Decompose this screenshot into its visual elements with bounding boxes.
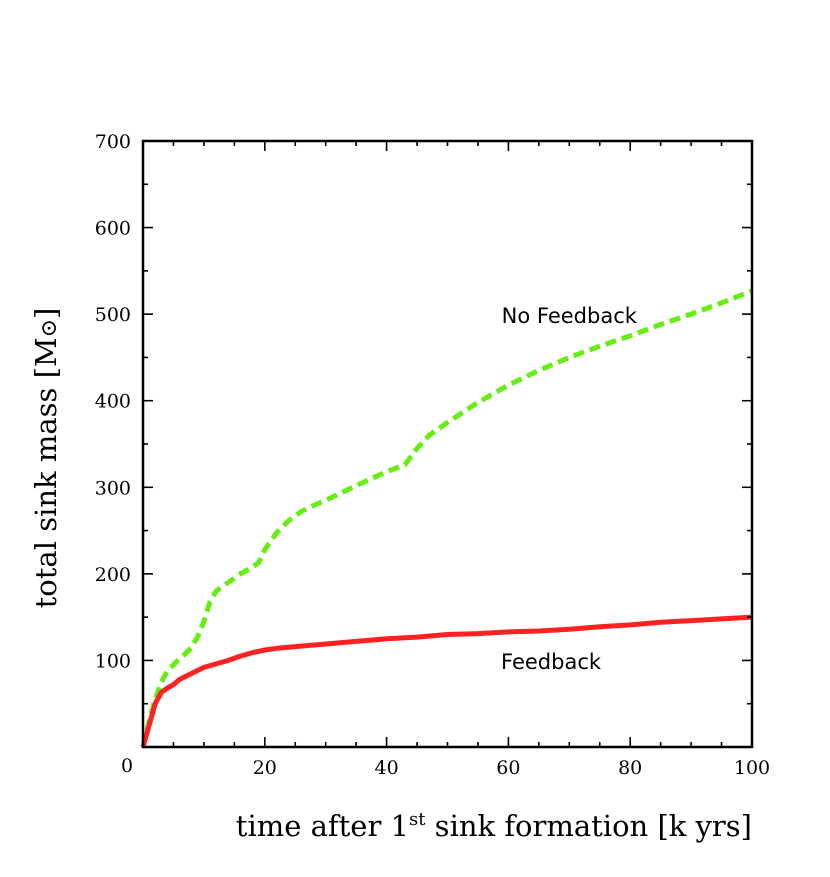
annotation-feedback: Feedback	[501, 650, 602, 674]
solar-mass-symbol: ⊙	[37, 319, 62, 337]
x-tick-label: 40	[375, 757, 399, 779]
x-tick-label: 60	[496, 757, 520, 779]
x-axis-title-superscript: st	[409, 809, 426, 830]
annotation-no-feedback: No Feedback	[502, 304, 638, 328]
y-tick-label: 400	[95, 391, 131, 413]
x-axis-title: time after 1st sink formation [k yrs]	[236, 809, 752, 843]
x-tick-label: 80	[618, 757, 642, 779]
axis-ticks	[143, 141, 752, 747]
series-layer	[140, 288, 753, 748]
y-tick-label: 600	[95, 218, 131, 240]
x-tick-label: 100	[734, 757, 770, 779]
x-tick-label: 20	[253, 757, 277, 779]
no-feedback-line	[140, 288, 753, 748]
annotations: No Feedback Feedback	[501, 304, 638, 674]
y-tick-label: 100	[95, 650, 131, 672]
x-axis-title-prefix: time after 1	[236, 809, 409, 843]
y-tick-label: 300	[95, 477, 131, 499]
y-tick-label: 700	[95, 131, 131, 153]
feedback-line	[140, 614, 753, 748]
x-axis-title-suffix: sink formation [k yrs]	[425, 809, 752, 843]
x-tick-label-0: 0	[121, 755, 133, 777]
y-tick-label: 200	[95, 564, 131, 586]
y-tick-label: 500	[95, 304, 131, 326]
y-axis-title-suffix: ]	[29, 308, 63, 319]
tick-labels: 100 200 300 400 500 600 700 20 40 60 80 100	[95, 131, 770, 779]
y-axis-title-prefix: total sink mass [M	[29, 337, 63, 608]
y-axis-title: total sink mass [M⊙]	[29, 308, 63, 609]
